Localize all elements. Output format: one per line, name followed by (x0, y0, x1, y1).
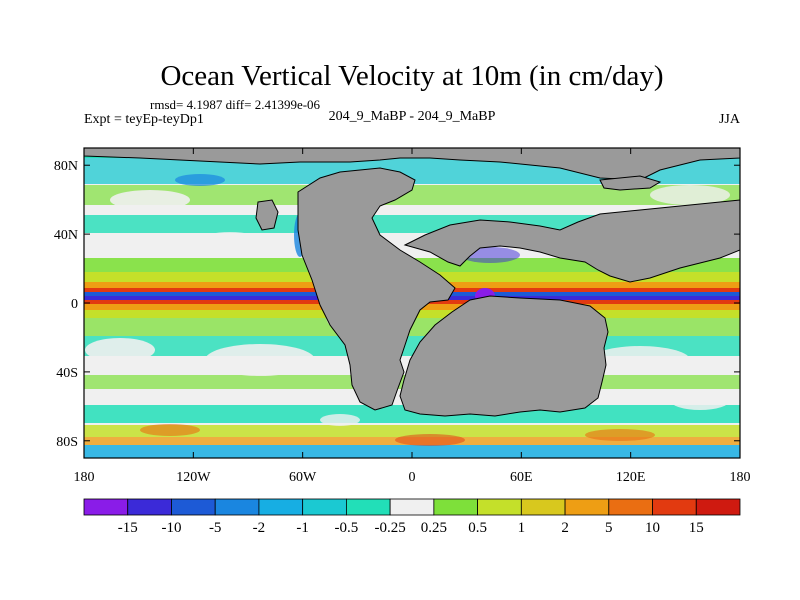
chart-title: Ocean Vertical Velocity at 10m (in cm/da… (160, 60, 663, 92)
center-subtitle: 204_9_MaBP - 204_9_MaBP (329, 109, 496, 124)
land-island-east (599, 175, 662, 191)
colorbar-swatch (83, 498, 129, 516)
colorbar-swatch (695, 498, 741, 516)
field-band-antarctic-blue (84, 445, 740, 458)
y-tick-label: 40N (54, 228, 78, 243)
field-band-antarctic-yellow (84, 425, 740, 437)
x-tick-label: 0 (409, 470, 416, 485)
colorbar-label: -1 (296, 520, 309, 536)
land-masses (84, 148, 740, 417)
x-tick-label: 180 (74, 470, 95, 485)
x-tick-label: 180 (730, 470, 751, 485)
colorbar-label: 2 (561, 520, 569, 536)
colorbar-swatch (608, 498, 653, 516)
x-tick-label: 60E (510, 470, 533, 485)
colorbar-label: 0.25 (421, 520, 447, 536)
colorbar-label: 0.5 (468, 520, 487, 536)
colorbar-label: -0.25 (375, 520, 406, 536)
x-tick-label: 120E (616, 470, 646, 485)
y-tick-label: 80S (56, 435, 78, 450)
colorbar-swatch (345, 498, 391, 516)
colorbar-swatch (564, 498, 610, 516)
colorbar-label: -0.5 (335, 520, 359, 536)
colorbar-swatch (171, 498, 216, 516)
colorbar-swatch (477, 498, 522, 516)
colorbar-label: -2 (253, 520, 266, 536)
colorbar-label: -5 (209, 520, 222, 536)
colorbar-swatch (652, 498, 697, 516)
colorbar-swatch (258, 498, 304, 516)
x-tick-label: 60W (289, 470, 317, 485)
colorbar-swatch (302, 498, 347, 516)
stats-label: rmsd= 4.1987 diff= 2.41399e-06 (150, 97, 321, 112)
land-south-block (399, 295, 609, 417)
colorbar-swatch (389, 498, 435, 516)
season-label: JJA (719, 112, 741, 127)
land-north-polar (84, 148, 740, 181)
map-panel (84, 148, 740, 458)
y-tick-label: 0 (71, 297, 78, 312)
y-tick-label: 40S (56, 366, 78, 381)
colorbar-swatch (520, 498, 566, 516)
colorbar-label: 1 (518, 520, 526, 536)
axis-layer: 180 120W 60W 0 60E 120E 180 80N 40N 0 40S 80S (54, 148, 751, 485)
land-supercontinent-east (403, 199, 740, 283)
colorbar-swatch (214, 498, 260, 516)
colorbar-label: 5 (605, 520, 613, 536)
experiment-label: Expt = teyEp-teyDp1 (84, 112, 204, 127)
y-tick-label: 80N (54, 159, 78, 174)
colorbar: -15 -10 -5 -2 -1 -0.5 -0.25 0.25 0.5 1 2 5 10 15 (83, 498, 741, 536)
colorbar-label: 15 (689, 520, 704, 536)
colorbar-swatch (127, 498, 172, 516)
colorbar-label: 10 (645, 520, 660, 536)
x-tick-label: 120W (176, 470, 211, 485)
colorbar-swatch (433, 498, 479, 516)
colorbar-label: -15 (118, 520, 138, 536)
land-island-west (255, 199, 279, 231)
colorbar-label: -10 (161, 520, 181, 536)
field-band-north-mid (84, 185, 740, 205)
land-supercontinent-west (297, 167, 456, 411)
